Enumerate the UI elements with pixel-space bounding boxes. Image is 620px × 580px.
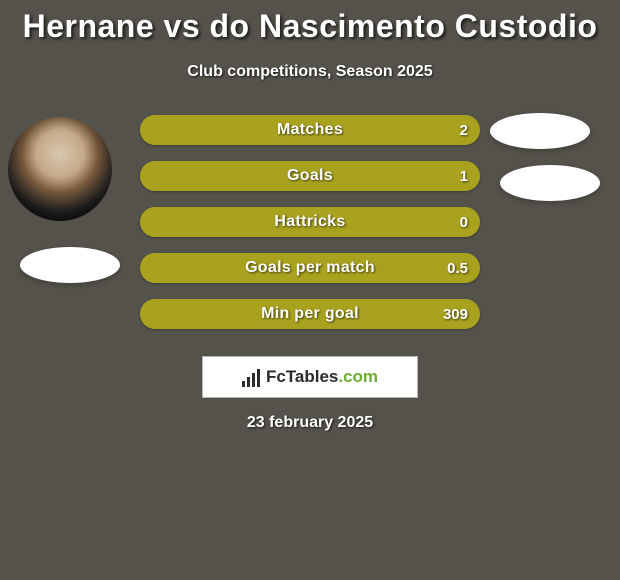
stat-value: 2 xyxy=(460,115,468,145)
stat-bar-inner: Matches xyxy=(140,115,480,145)
stat-value: 0 xyxy=(460,207,468,237)
stat-row-gpm: Goals per match 0.5 xyxy=(140,253,480,283)
stat-bar-inner: Min per goal xyxy=(140,299,480,329)
stat-row-hattricks: Hattricks 0 xyxy=(140,207,480,237)
stat-row-mpg: Min per goal 309 xyxy=(140,299,480,329)
stat-row-matches: Matches 2 xyxy=(140,115,480,145)
stat-label: Goals xyxy=(287,167,333,185)
brand-box[interactable]: FcTables.com xyxy=(202,356,418,398)
flag-right-2 xyxy=(500,165,600,201)
page-title: Hernane vs do Nascimento Custodio xyxy=(0,8,620,45)
stat-bar-inner: Goals per match xyxy=(140,253,480,283)
brand-text: FcTables.com xyxy=(266,367,378,387)
brand-name: FcTables xyxy=(266,367,338,386)
stat-label: Goals per match xyxy=(245,259,375,277)
date-text: 23 february 2025 xyxy=(0,414,620,432)
stat-value: 1 xyxy=(460,161,468,191)
stat-label: Hattricks xyxy=(274,213,345,231)
stat-bars: Matches 2 Goals 1 Hattricks 0 xyxy=(140,115,480,345)
stat-bar-inner: Goals xyxy=(140,161,480,191)
bar-chart-icon xyxy=(242,367,262,387)
stat-label: Matches xyxy=(277,121,343,139)
flag-right-1 xyxy=(490,113,590,149)
brand-tld: .com xyxy=(338,367,378,386)
subtitle: Club competitions, Season 2025 xyxy=(0,63,620,81)
stat-row-goals: Goals 1 xyxy=(140,161,480,191)
comparison-card: Hernane vs do Nascimento Custodio Club c… xyxy=(0,0,620,580)
stat-bar-inner: Hattricks xyxy=(140,207,480,237)
flag-left xyxy=(20,247,120,283)
stat-value: 0.5 xyxy=(447,253,468,283)
player-avatar-left xyxy=(8,117,112,221)
stat-value: 309 xyxy=(443,299,468,329)
stat-label: Min per goal xyxy=(261,305,359,323)
